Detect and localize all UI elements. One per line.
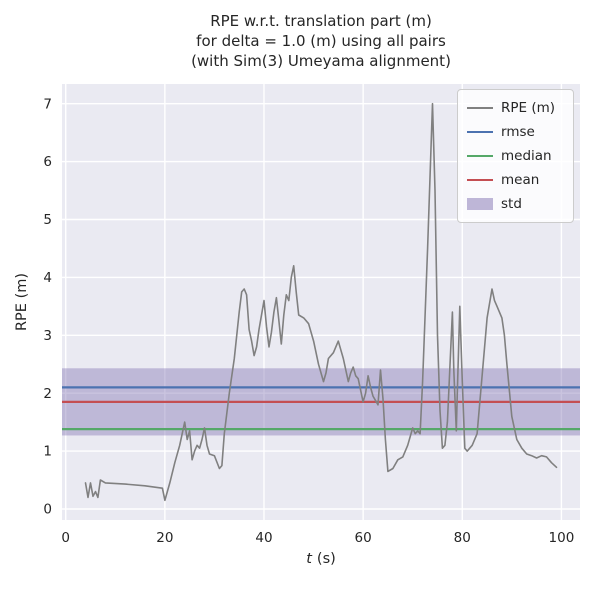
legend-mean-line-swatch	[467, 179, 493, 181]
chart-title-line-1: RPE w.r.t. translation part (m)	[210, 12, 432, 30]
legend-entry-mean: mean	[467, 168, 563, 192]
x-tick-label: 20	[156, 530, 173, 546]
y-tick-label: 6	[43, 154, 52, 170]
legend-entry-std: std	[467, 192, 563, 216]
legend-std-band-swatch	[467, 198, 493, 210]
legend-label-rpe: RPE (m)	[501, 100, 556, 116]
x-tick-label: 40	[255, 530, 272, 546]
legend-rpe-line-swatch	[467, 107, 493, 109]
legend-label-rmse: rmse	[501, 124, 535, 140]
legend-entry-median: median	[467, 144, 563, 168]
y-tick-label: 7	[43, 96, 52, 112]
legend: RPE (m) rmse median mean std	[457, 89, 574, 223]
x-axis-label: t (s)	[62, 551, 580, 567]
y-tick-label: 2	[43, 386, 52, 402]
x-tick-label: 0	[61, 530, 70, 546]
chart-title: RPE w.r.t. translation part (m) for delt…	[62, 11, 580, 71]
legend-median-line-swatch	[467, 155, 493, 157]
y-tick-label: 3	[43, 328, 52, 344]
y-tick-label: 1	[43, 444, 52, 460]
x-tick-label: 60	[355, 530, 372, 546]
legend-rmse-line-swatch	[467, 131, 493, 133]
y-tick-label: 4	[43, 270, 52, 286]
x-axis-label-unit: (s)	[316, 551, 336, 567]
x-tick-label: 100	[549, 530, 575, 546]
x-axis-label-variable: t	[306, 551, 312, 567]
chart-title-line-3: (with Sim(3) Umeyama alignment)	[191, 52, 451, 70]
rpe-series-line	[84, 102, 558, 502]
x-tick-label: 80	[454, 530, 471, 546]
legend-label-std: std	[501, 196, 522, 212]
legend-label-mean: mean	[501, 172, 540, 188]
chart-title-line-2: for delta = 1.0 (m) using all pairs	[196, 32, 446, 50]
y-tick-label: 5	[43, 212, 52, 228]
legend-entry-rmse: rmse	[467, 120, 563, 144]
y-tick-label: 0	[43, 502, 52, 518]
legend-entry-rpe: RPE (m)	[467, 96, 563, 120]
y-axis-label: RPE (m)	[14, 272, 30, 332]
legend-label-median: median	[501, 148, 552, 164]
